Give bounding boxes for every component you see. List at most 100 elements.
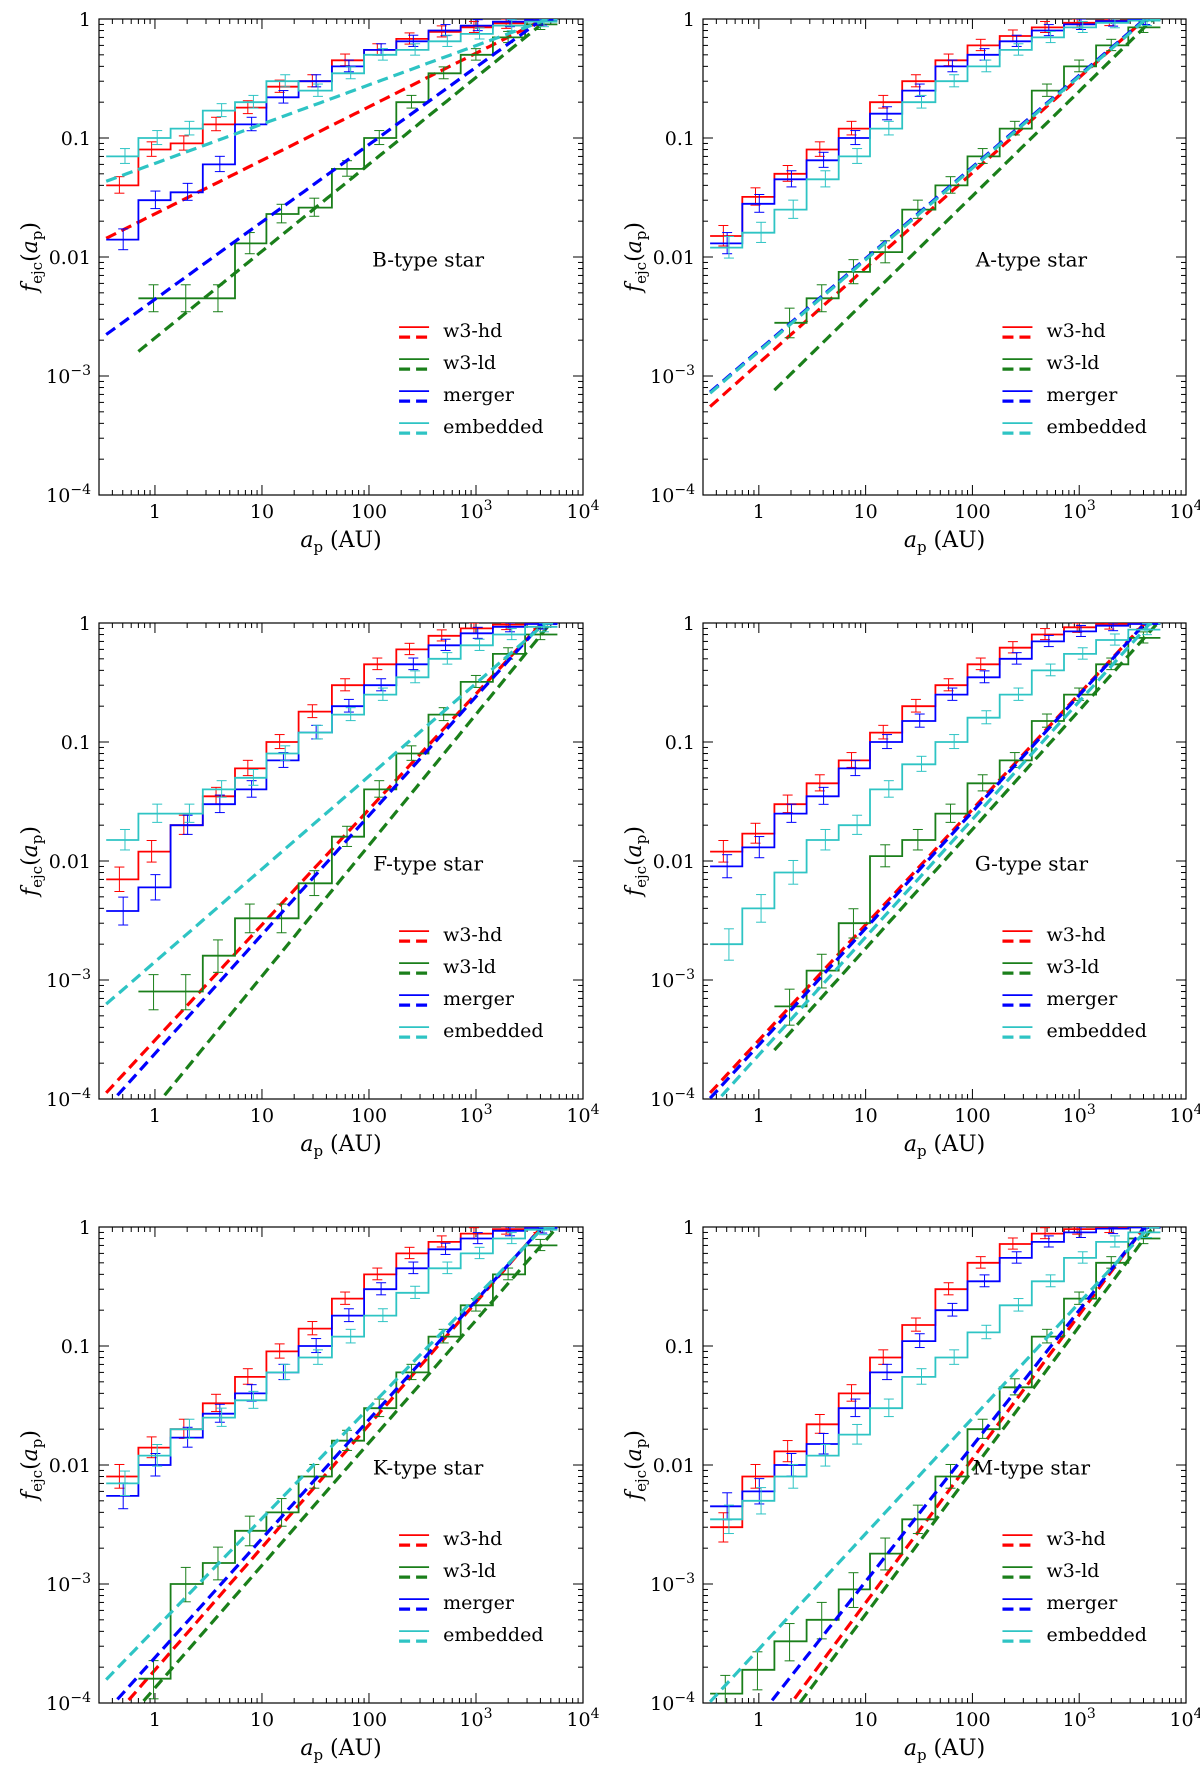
legend: w3-hd w3-ld merger embedded [1002, 320, 1147, 438]
y-tick-label: 1 [683, 1217, 695, 1239]
legend-label-merger: merger [1046, 1592, 1118, 1614]
y-tick-label: 0.01 [653, 247, 695, 269]
star-type-label: B-type star [372, 248, 484, 272]
x-tick-label: 103 [459, 1706, 492, 1731]
step-line-embedded [710, 628, 1161, 946]
series-embedded [710, 623, 1161, 1098]
x-tick-label: 100 [954, 1709, 990, 1731]
step-line-merger [710, 623, 1161, 868]
plot-area [708, 623, 1162, 1099]
fit-line-w3-hd [127, 1227, 558, 1702]
fit-line-merger [770, 1227, 1161, 1702]
series-embedded [105, 19, 558, 183]
legend-label-embedded: embedded [1046, 416, 1146, 438]
y-tick-label: 0.1 [61, 1336, 91, 1358]
step-line-embedded [710, 19, 1161, 249]
series-merger [710, 1227, 1161, 1702]
fit-line-w3-ld [773, 623, 1162, 1052]
plot-area [105, 1227, 559, 1702]
legend-label-w3-ld: w3-ld [443, 956, 496, 978]
y-tick-label: 10−4 [650, 1690, 695, 1715]
legend-label-embedded: embedded [443, 1020, 543, 1042]
y-tick-label: 0.01 [653, 851, 695, 873]
x-tick-label: 103 [1063, 498, 1096, 523]
series-embedded [709, 19, 1161, 395]
y-tick-label: 0.1 [61, 732, 91, 754]
step-line-embedded [106, 625, 558, 841]
x-tick-label: 100 [954, 1105, 990, 1127]
y-tick-label: 10−3 [650, 967, 695, 992]
legend-label-embedded: embedded [443, 416, 543, 438]
x-tick-label: 1 [753, 1709, 765, 1731]
fit-line-w3-hd [793, 1227, 1161, 1700]
y-tick-label: 0.1 [665, 732, 695, 754]
legend-label-w3-hd: w3-hd [1046, 1528, 1105, 1550]
series-merger [708, 623, 1161, 1099]
step-line-embedded [106, 20, 558, 158]
legend-label-merger: merger [443, 1592, 515, 1614]
step-line-merger [710, 19, 1161, 245]
y-tick-label: 0.01 [49, 851, 91, 873]
x-tick-label: 1 [753, 1105, 765, 1127]
x-axis-label: ap (AU) [300, 528, 381, 556]
x-tick-label: 1 [753, 501, 765, 523]
x-tick-label: 10 [250, 501, 274, 523]
panel-b-type-star: 1 10 100 103 104 10−4 10−3 0.01 0.1 1 ap (AU) fejc(… [18, 9, 600, 556]
legend-label-w3-hd: w3-hd [443, 320, 502, 342]
legend-label-w3-ld: w3-ld [1046, 956, 1099, 978]
x-tick-label: 104 [1169, 1102, 1200, 1127]
star-type-label: F-type star [373, 852, 483, 876]
legend-label-w3-ld: w3-ld [1046, 352, 1099, 374]
y-axis-label: fejc(ap) [18, 826, 46, 898]
x-tick-label: 100 [351, 1105, 387, 1127]
y-tick-label: 1 [683, 613, 695, 635]
legend-label-w3-hd: w3-hd [1046, 320, 1105, 342]
star-type-label: G-type star [975, 852, 1089, 876]
fit-line-w3-ld [798, 1227, 1161, 1703]
series-embedded [708, 1227, 1161, 1703]
y-tick-label: 1 [79, 9, 91, 31]
series-merger [106, 1227, 558, 1701]
x-tick-label: 100 [351, 1709, 387, 1731]
x-tick-label: 103 [1063, 1706, 1096, 1731]
star-type-label: K-type star [373, 1456, 484, 1480]
fit-line-embedded [105, 623, 558, 1006]
x-tick-label: 10 [854, 501, 878, 523]
y-ticks [703, 18, 1186, 496]
legend: w3-hd w3-ld merger embedded [399, 320, 543, 438]
fit-line-merger [708, 623, 1161, 1099]
y-tick-label: 10−4 [650, 1086, 695, 1111]
x-tick-label: 10 [250, 1709, 274, 1731]
x-axis-label: ap (AU) [300, 1736, 381, 1764]
legend-label-w3-ld: w3-ld [443, 1560, 496, 1582]
step-line-embedded [106, 1228, 558, 1485]
x-tick-label: 104 [1169, 1706, 1200, 1731]
legend: w3-hd w3-ld merger embedded [1002, 1528, 1147, 1646]
step-line-merger [106, 1227, 558, 1497]
fit-line-w3-ld [163, 623, 558, 1097]
x-ticks [98, 1227, 584, 1703]
x-tick-label: 1 [149, 1105, 161, 1127]
star-type-label: A-type star [975, 248, 1088, 272]
y-tick-label: 0.1 [665, 1336, 695, 1358]
panel-f-type-star: 1 10 100 103 104 10−4 10−3 0.01 0.1 1 ap (AU) fejc(… [18, 613, 600, 1160]
step-line-w3-ld [710, 1237, 1161, 1695]
x-axis-label: ap (AU) [904, 1132, 985, 1160]
panel-m-type-star: 1 10 100 103 104 10−4 10−3 0.01 0.1 1 ap (AU) fejc(… [622, 1217, 1200, 1764]
legend-label-w3-hd: w3-hd [1046, 924, 1105, 946]
y-tick-label: 0.1 [61, 128, 91, 150]
x-tick-label: 104 [1169, 498, 1200, 523]
y-tick-label: 10−3 [46, 967, 91, 992]
legend: w3-hd w3-ld merger embedded [399, 924, 543, 1042]
fit-line-w3-ld [142, 1227, 559, 1702]
step-line-merger [710, 1227, 1161, 1508]
legend-label-merger: merger [1046, 384, 1118, 406]
y-tick-label: 1 [79, 613, 91, 635]
y-tick-label: 10−3 [650, 1571, 695, 1596]
y-tick-label: 10−3 [46, 363, 91, 388]
series-embedded [105, 1227, 558, 1681]
y-tick-label: 10−4 [46, 1690, 91, 1715]
legend-label-w3-ld: w3-ld [443, 352, 496, 374]
x-axis-label: ap (AU) [904, 1736, 985, 1764]
